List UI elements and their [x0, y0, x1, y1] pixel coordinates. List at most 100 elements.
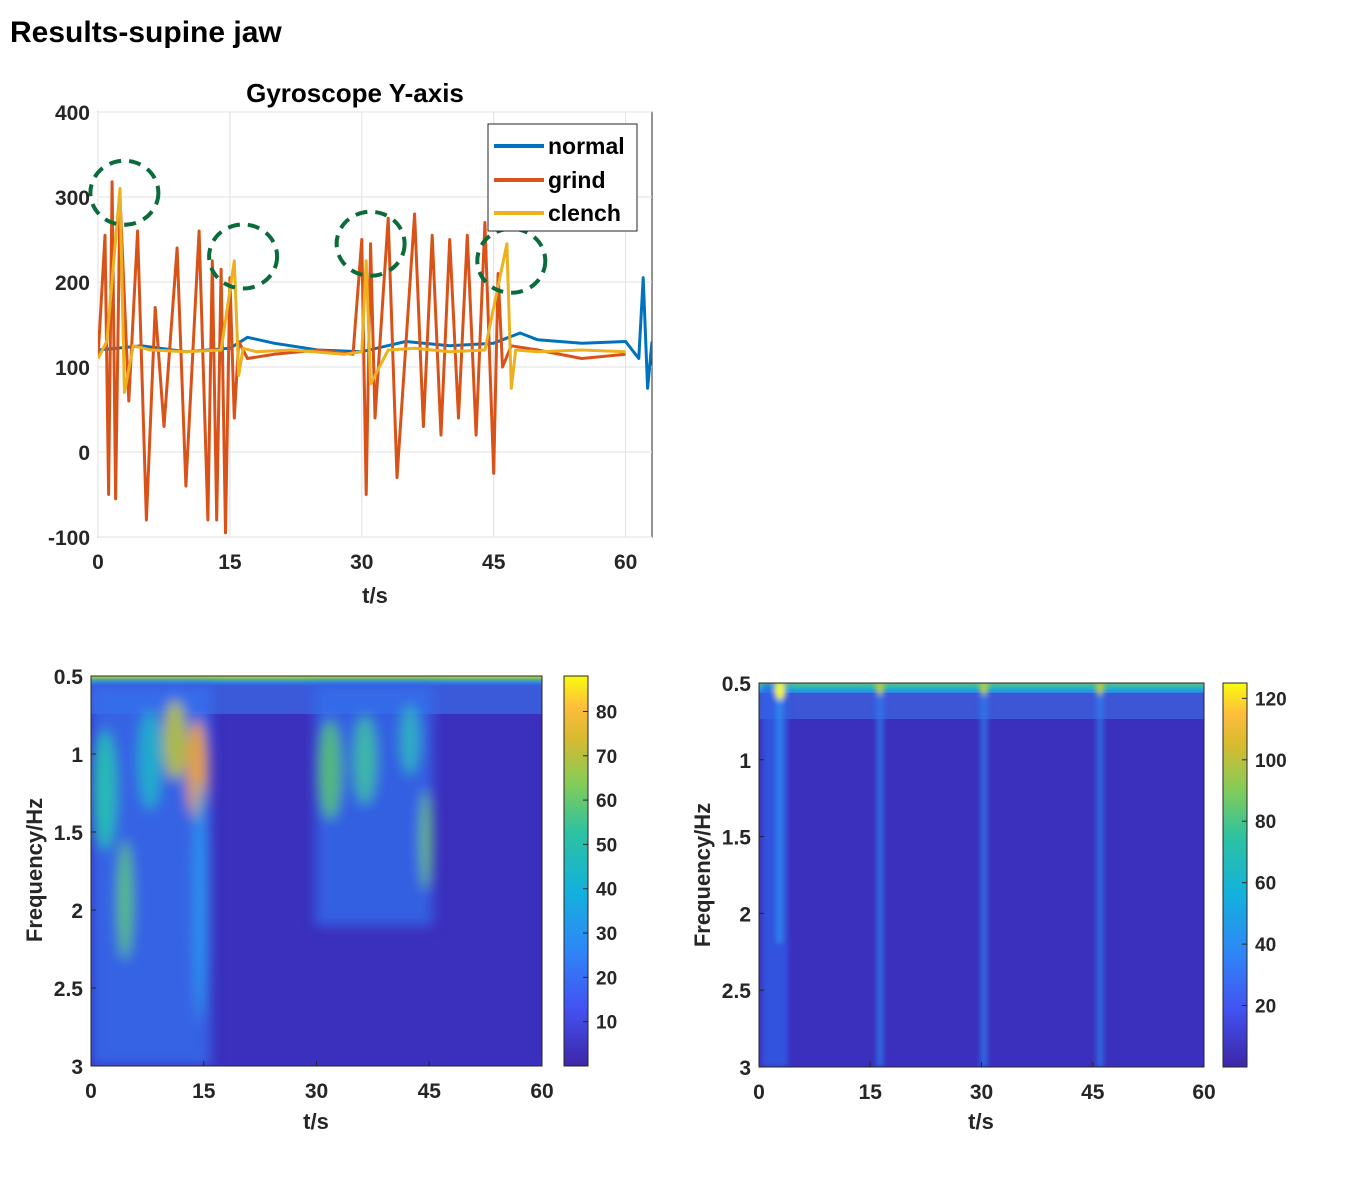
heatmap-x-axis-label: t/s — [968, 1109, 994, 1134]
colorbar-tick-label: 20 — [1255, 997, 1276, 1018]
x-tick-label: 45 — [482, 551, 506, 574]
line-series-group — [98, 180, 652, 535]
heatmap-hot-regions — [762, 683, 1104, 1067]
spectrogram-clench: 0 15 30 45 60 0.5 1 1.5 2 2.5 3 20 40 60 80 100 120 t/s… — [690, 673, 1287, 1134]
x-tick-label: 0 — [85, 1080, 97, 1103]
colorbar-tick-label: 100 — [1255, 751, 1287, 772]
hot-stripe — [981, 683, 987, 1067]
x-tick-label: 60 — [614, 551, 637, 574]
hot-spot — [318, 720, 342, 820]
annotation-ellipse — [207, 222, 280, 291]
x-tick-label: 60 — [1192, 1081, 1215, 1104]
y-tick-label: 1 — [71, 744, 83, 767]
heatmap-y-axis-label: Frequency/Hz — [690, 803, 715, 947]
y-tick-label: 0.5 — [54, 666, 84, 689]
y-tick-label: 3 — [71, 1056, 83, 1079]
heatmap-tick-labels: 0 15 30 45 60 0.5 1 1.5 2 2.5 3 — [722, 673, 1216, 1104]
x-tick-label: 45 — [418, 1080, 442, 1103]
x-tick-label: 60 — [530, 1080, 553, 1103]
x-tick-label: 15 — [192, 1080, 216, 1103]
spectrogram-grind: 0 15 30 45 60 0.5 1 1.5 2 2.5 3 10 20 30 40 50 60 70 80 t… — [22, 666, 617, 1134]
colorbar — [1222, 682, 1248, 1068]
hot-spot — [193, 780, 207, 1020]
colorbar-tick-label: 30 — [596, 924, 617, 945]
y-tick-label: 2.5 — [54, 978, 84, 1001]
colorbar-tick-label: 10 — [596, 1013, 617, 1034]
colorbar-tick-labels: 20 40 60 80 100 120 — [1242, 689, 1287, 1018]
hot-spot — [876, 683, 884, 695]
y-tick-label: -100 — [48, 527, 90, 550]
heatmap-x-axis-label: t/s — [303, 1109, 329, 1134]
y-tick-label: 0 — [78, 442, 90, 465]
x-tick-label: 30 — [350, 551, 373, 574]
legend-label-grind: grind — [548, 167, 606, 193]
colorbar-tick-label: 80 — [596, 702, 617, 723]
series-line-clench — [98, 187, 626, 394]
y-tick-label: 3 — [739, 1057, 751, 1080]
hot-spot — [117, 840, 133, 960]
heatmap-y-axis-label: Frequency/Hz — [22, 798, 47, 942]
y-tick-label: 2 — [71, 900, 83, 923]
colorbar-tick-label: 60 — [1255, 874, 1276, 895]
hot-spot — [1096, 683, 1104, 695]
colorbar — [563, 675, 589, 1067]
hot-spot — [775, 683, 785, 700]
y-tick-label: 100 — [55, 357, 90, 380]
hot-stripe — [877, 683, 883, 1067]
y-tick-label: 300 — [55, 187, 90, 210]
x-tick-label: 0 — [753, 1081, 765, 1104]
x-tick-label: 0 — [92, 551, 104, 574]
annotation-group — [88, 158, 548, 295]
line-x-axis-label: t/s — [362, 583, 388, 608]
legend-label-normal: normal — [548, 133, 625, 159]
x-tick-label: 30 — [305, 1080, 328, 1103]
heatmap-tick-labels: 0 15 30 45 60 0.5 1 1.5 2 2.5 3 — [54, 666, 554, 1103]
y-tick-label: 1.5 — [54, 822, 84, 845]
slide-title: Results-supine jaw — [10, 16, 282, 49]
hot-spot — [93, 730, 117, 850]
x-tick-label: 45 — [1081, 1081, 1105, 1104]
colorbar-tick-label: 40 — [1255, 935, 1276, 956]
hot-spot — [138, 710, 162, 810]
spectrogram-clench-plot — [759, 683, 1204, 1067]
legend-label-clench: clench — [548, 200, 621, 226]
x-tick-label: 30 — [970, 1081, 993, 1104]
hot-spot — [163, 700, 187, 780]
colorbar-tick-label: 120 — [1255, 689, 1287, 710]
hot-spot — [353, 715, 377, 805]
hot-stripe — [1097, 683, 1103, 1067]
annotation-ellipse — [475, 226, 548, 295]
colorbar-tick-label: 20 — [596, 968, 617, 989]
hot-spot — [420, 790, 432, 890]
y-tick-label: 200 — [55, 272, 90, 295]
hot-region-clench-1 — [762, 683, 788, 1067]
y-tick-label: 1 — [739, 750, 751, 773]
y-tick-label: 2 — [739, 903, 751, 926]
y-tick-label: 0.5 — [722, 673, 752, 696]
colorbar-tick-label: 80 — [1255, 812, 1276, 833]
x-tick-label: 15 — [218, 551, 242, 574]
heatmap-top-band — [91, 676, 542, 686]
hot-spot — [980, 683, 988, 695]
heatmap-hot-regions — [91, 686, 433, 1066]
x-tick-label: 15 — [859, 1081, 883, 1104]
colorbar-tick-label: 50 — [596, 835, 617, 856]
annotation-ellipse — [334, 209, 407, 278]
colorbar-tick-label: 40 — [596, 880, 617, 901]
annotation-ellipse — [88, 158, 161, 227]
y-tick-label: 1.5 — [722, 827, 752, 850]
colorbar-tick-label: 70 — [596, 747, 617, 768]
series-line-grind — [98, 180, 626, 535]
hot-stripe — [777, 683, 782, 943]
line-chart-title: Gyroscope Y-axis — [246, 78, 464, 108]
colorbar-tick-labels: 10 20 30 40 50 60 70 80 — [583, 702, 617, 1034]
hot-spot — [400, 705, 420, 775]
spectrogram-grind-plot — [91, 676, 542, 1066]
y-tick-label: 2.5 — [722, 980, 752, 1003]
colorbar-tick-label: 60 — [596, 791, 617, 812]
legend: normal grind clench — [487, 123, 638, 232]
y-tick-label: 400 — [55, 102, 90, 125]
